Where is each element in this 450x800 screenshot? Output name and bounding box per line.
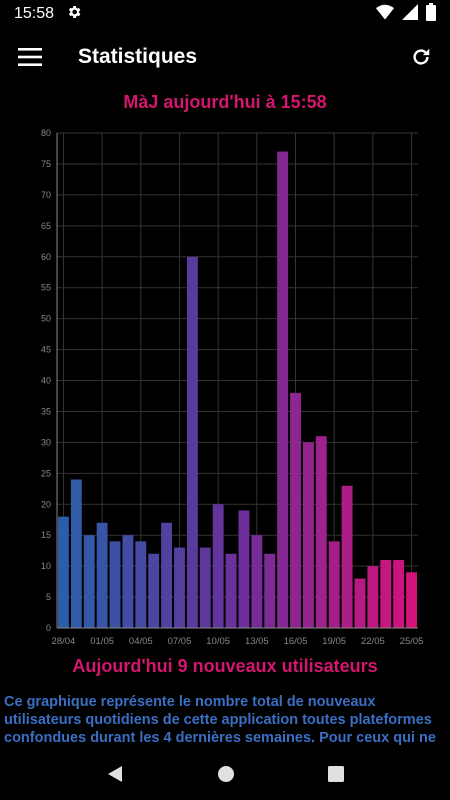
y-tick-label: 5: [46, 592, 51, 602]
status-right: [376, 2, 436, 26]
status-left: 15:58: [14, 4, 82, 25]
bar: [354, 578, 366, 628]
y-tick-label: 70: [41, 190, 51, 200]
chart-description: Ce graphique représente le nombre total …: [4, 693, 450, 747]
bar: [83, 535, 95, 628]
bar: [380, 559, 392, 628]
wifi-icon: [376, 4, 394, 25]
bar: [290, 392, 301, 628]
bar: [109, 541, 121, 628]
bar: [135, 541, 147, 628]
app-bar: Statistiques: [0, 28, 450, 86]
y-tick-label: 60: [41, 252, 51, 262]
bar: [393, 559, 405, 628]
bar: [277, 151, 289, 628]
y-tick-label: 55: [41, 283, 51, 293]
x-tick-label: 28/04: [52, 636, 76, 647]
bar: [341, 485, 353, 628]
page-title: Statistiques: [78, 45, 198, 68]
bar: [174, 547, 185, 628]
description-line: confondues durant les 4 dernières semain…: [4, 730, 436, 746]
y-tick-label: 40: [41, 376, 51, 386]
y-tick-label: 20: [41, 499, 51, 509]
x-tick-label: 13/05: [245, 636, 269, 647]
status-time: 15:58: [14, 5, 55, 22]
y-tick-label: 45: [41, 345, 51, 355]
bar: [264, 553, 276, 628]
bar: [199, 547, 211, 628]
x-tick-label: 19/05: [322, 636, 346, 647]
y-tick-label: 80: [41, 128, 51, 138]
bar: [58, 516, 69, 628]
bar: [251, 535, 263, 628]
back-icon[interactable]: [106, 765, 124, 783]
x-tick-label: 07/05: [168, 636, 192, 647]
navigation-bar: [0, 748, 450, 800]
bar: [96, 522, 108, 628]
bar: [367, 566, 379, 628]
bar: [70, 479, 82, 628]
bar: [148, 553, 160, 628]
new-users-bar-chart: 0 5 10 15 20 25 30 35 40 45 50 55 60 65 70 75 80 28/04 01/…: [41, 128, 424, 647]
y-tick-label: 75: [41, 159, 51, 169]
bar: [161, 522, 173, 628]
y-tick-label: 0: [46, 623, 51, 633]
description-line: Ce graphique représente le nombre total …: [4, 694, 376, 710]
battery-icon: [426, 2, 436, 26]
y-tick-label: 50: [41, 314, 51, 324]
home-icon[interactable]: [217, 765, 235, 783]
status-bar: 15:58: [0, 0, 450, 28]
y-tick-label: 65: [41, 221, 51, 231]
recents-icon[interactable]: [327, 766, 344, 782]
y-tick-label: 25: [41, 468, 51, 478]
bar: [186, 256, 198, 628]
today-users-label: Aujourd'hui 9 nouveaux utilisateurs: [72, 656, 378, 676]
y-tick-label: 10: [41, 561, 51, 571]
x-tick-label: 25/05: [400, 636, 424, 647]
signal-icon: [402, 3, 418, 25]
bar: [238, 510, 250, 628]
menu-icon[interactable]: [18, 48, 42, 66]
bar: [225, 553, 237, 628]
bar: [302, 442, 314, 628]
bar: [212, 504, 224, 628]
refresh-icon[interactable]: [410, 46, 432, 68]
x-tick-label: 10/05: [206, 636, 230, 647]
y-tick-label: 35: [41, 406, 51, 416]
bar: [122, 535, 134, 628]
updated-label: MàJ aujourd'hui à 15:58: [123, 92, 327, 112]
y-tick-label: 30: [41, 437, 51, 447]
x-tick-label: 01/05: [90, 636, 114, 647]
bar: [406, 572, 417, 628]
x-tick-label: 22/05: [361, 636, 385, 647]
bar: [315, 436, 327, 628]
description-line: utilisateurs quotidiens de cette applica…: [4, 712, 432, 728]
y-tick-label: 15: [41, 530, 51, 540]
bar: [328, 541, 340, 628]
gear-icon: [66, 4, 82, 25]
x-tick-label: 16/05: [284, 636, 308, 647]
x-tick-label: 04/05: [129, 636, 153, 647]
